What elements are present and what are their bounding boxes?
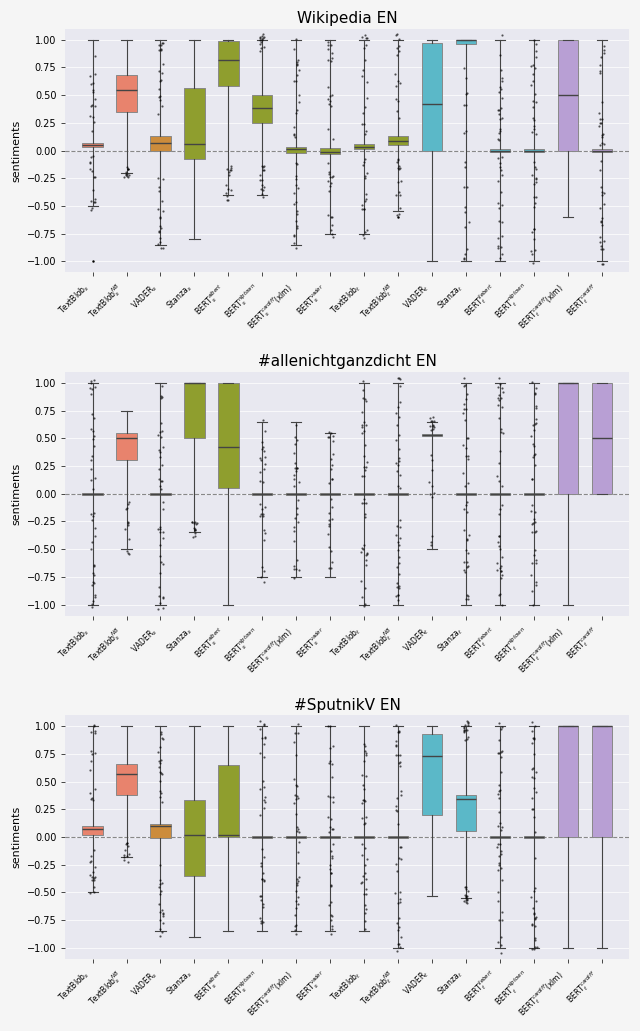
PathPatch shape <box>354 144 374 149</box>
PathPatch shape <box>116 75 137 111</box>
Title: #SputnikV EN: #SputnikV EN <box>294 698 401 712</box>
PathPatch shape <box>150 824 171 838</box>
PathPatch shape <box>490 493 510 495</box>
PathPatch shape <box>557 726 578 837</box>
PathPatch shape <box>286 147 307 153</box>
Y-axis label: sentiments: sentiments <box>11 463 21 525</box>
PathPatch shape <box>83 826 103 835</box>
PathPatch shape <box>320 493 340 495</box>
PathPatch shape <box>490 836 510 838</box>
PathPatch shape <box>286 493 307 495</box>
PathPatch shape <box>524 836 544 838</box>
PathPatch shape <box>184 383 205 438</box>
PathPatch shape <box>354 493 374 495</box>
PathPatch shape <box>116 433 137 461</box>
PathPatch shape <box>252 493 273 495</box>
PathPatch shape <box>184 800 205 875</box>
Y-axis label: sentiments: sentiments <box>11 806 21 868</box>
PathPatch shape <box>116 764 137 795</box>
PathPatch shape <box>388 136 408 145</box>
PathPatch shape <box>184 89 205 160</box>
Title: #allenichtganzdicht EN: #allenichtganzdicht EN <box>258 355 436 369</box>
PathPatch shape <box>456 795 476 831</box>
PathPatch shape <box>150 136 171 151</box>
PathPatch shape <box>456 40 476 44</box>
PathPatch shape <box>252 95 273 123</box>
PathPatch shape <box>388 836 408 838</box>
PathPatch shape <box>320 836 340 838</box>
PathPatch shape <box>252 836 273 838</box>
PathPatch shape <box>591 149 612 152</box>
PathPatch shape <box>557 383 578 494</box>
PathPatch shape <box>422 434 442 436</box>
PathPatch shape <box>218 41 239 87</box>
PathPatch shape <box>388 493 408 495</box>
Y-axis label: sentiments: sentiments <box>11 120 21 181</box>
PathPatch shape <box>524 149 544 152</box>
PathPatch shape <box>320 148 340 154</box>
PathPatch shape <box>286 836 307 838</box>
PathPatch shape <box>591 726 612 837</box>
PathPatch shape <box>83 493 103 495</box>
PathPatch shape <box>422 43 442 151</box>
PathPatch shape <box>557 40 578 151</box>
PathPatch shape <box>456 493 476 495</box>
Title: Wikipedia EN: Wikipedia EN <box>297 11 397 26</box>
PathPatch shape <box>591 383 612 494</box>
PathPatch shape <box>524 493 544 495</box>
PathPatch shape <box>218 765 239 837</box>
PathPatch shape <box>354 836 374 838</box>
PathPatch shape <box>83 142 103 147</box>
PathPatch shape <box>490 149 510 152</box>
PathPatch shape <box>150 493 171 495</box>
PathPatch shape <box>422 734 442 814</box>
PathPatch shape <box>218 383 239 489</box>
